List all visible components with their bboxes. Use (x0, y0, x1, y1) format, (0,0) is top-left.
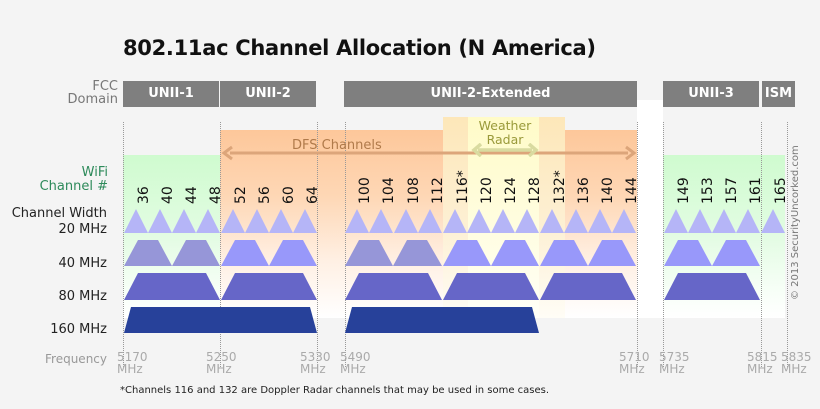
chart-title: 802.11ac Channel Allocation (N America) (123, 36, 596, 60)
freq-5710: 5710 MHz (619, 350, 650, 376)
fcc-label-line1: FCC (92, 79, 118, 94)
domain-unii-1: UNII-1 (123, 81, 219, 107)
channel-width-label: Channel Width (11, 206, 107, 221)
freq-5330: 5330 MHz (300, 350, 331, 376)
wifi-label-line1: WiFi (81, 165, 108, 180)
weather-arrow-icon (471, 143, 539, 157)
freq-5250: 5250 MHz (206, 350, 237, 376)
freq-5735: 5735 MHz (659, 350, 690, 376)
width-160-trapezoids (124, 307, 539, 333)
freq-line-5835 (787, 122, 788, 367)
spectrum-gap (637, 100, 663, 318)
domain-ism: ISM (762, 81, 795, 107)
freq-5170: 5170 MHz (117, 350, 148, 376)
width-80-label: 80 MHz (58, 289, 108, 304)
width-20-triangles (124, 209, 785, 233)
width-80-trapezoids (124, 273, 760, 300)
width-20-label: 20 MHz (58, 222, 108, 237)
weather-label-line1: Weather (478, 118, 532, 133)
weather-label-line2: Radar (486, 132, 524, 147)
freq-5490: 5490 MHz (340, 350, 371, 376)
freq-line-5170 (123, 122, 124, 367)
copyright: © 2013 SecurityUncorked.com (790, 145, 801, 300)
width-40-label: 40 MHz (58, 256, 108, 271)
footnote: *Channels 116 and 132 are Doppler Radar … (120, 385, 550, 396)
freq-line-5490 (345, 122, 346, 367)
wifi-channel-label: WiFi Channel # (20, 166, 108, 194)
freq-line-5330 (317, 122, 318, 367)
weather-radar-label: Weather Radar (470, 119, 540, 147)
domain-unii-2: UNII-2 (220, 81, 316, 107)
fcc-label-line2: Domain (67, 92, 118, 107)
fcc-domain-label: FCC Domain (40, 80, 118, 106)
freq-5835: 5835 MHz (781, 350, 812, 376)
dfs-label: DFS Channels (292, 138, 382, 153)
domain-unii-3: UNII-3 (663, 81, 759, 107)
width-40-trapezoids (124, 240, 760, 266)
freq-5815: 5815 MHz (747, 350, 778, 376)
frequency-label: Frequency (45, 352, 107, 366)
freq-line-5815 (761, 122, 762, 367)
wifi-label-line2: Channel # (39, 179, 108, 194)
width-160-label: 160 MHz (50, 322, 107, 337)
freq-line-5710 (637, 122, 638, 367)
domain-unii-2-extended: UNII-2-Extended (344, 81, 637, 107)
freq-line-5250 (220, 122, 221, 367)
dfs-arrow-icon (221, 145, 637, 161)
freq-line-5735 (663, 122, 664, 367)
